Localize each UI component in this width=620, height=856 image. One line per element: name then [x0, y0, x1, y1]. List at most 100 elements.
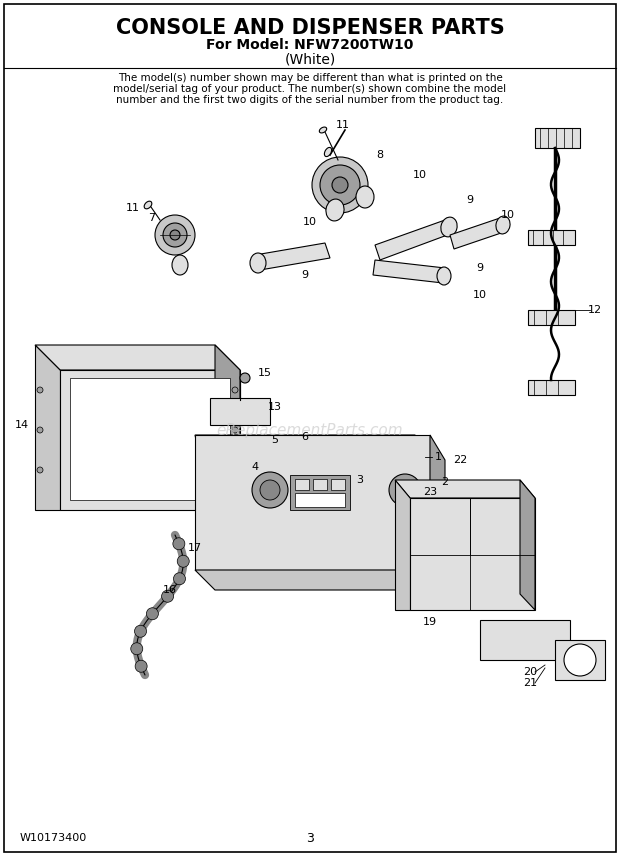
Text: 9: 9 — [476, 263, 484, 273]
Ellipse shape — [250, 253, 266, 273]
Polygon shape — [35, 345, 240, 370]
Circle shape — [170, 230, 180, 240]
Text: 10: 10 — [501, 210, 515, 220]
Circle shape — [232, 467, 238, 473]
Polygon shape — [520, 480, 535, 610]
Polygon shape — [255, 243, 330, 270]
Polygon shape — [430, 435, 445, 590]
Circle shape — [320, 165, 360, 205]
Text: The model(s) number shown may be different than what is printed on the: The model(s) number shown may be differe… — [118, 73, 502, 83]
Text: 13: 13 — [268, 402, 282, 412]
Circle shape — [37, 387, 43, 393]
Circle shape — [135, 625, 146, 637]
Text: 11: 11 — [336, 120, 350, 130]
Polygon shape — [535, 128, 580, 148]
Polygon shape — [528, 230, 575, 245]
Text: 7: 7 — [148, 213, 156, 223]
Polygon shape — [60, 370, 240, 510]
Text: number and the first two digits of the serial number from the product tag.: number and the first two digits of the s… — [117, 95, 503, 105]
Text: 10: 10 — [473, 290, 487, 300]
Circle shape — [174, 573, 185, 585]
Text: 23: 23 — [423, 487, 437, 497]
Polygon shape — [295, 493, 345, 507]
Text: 2: 2 — [441, 477, 448, 487]
Text: 6: 6 — [301, 432, 309, 442]
Circle shape — [396, 481, 414, 499]
Circle shape — [389, 474, 421, 506]
Polygon shape — [195, 570, 445, 590]
Circle shape — [135, 660, 147, 672]
Circle shape — [131, 643, 143, 655]
Polygon shape — [528, 310, 575, 325]
Text: 14: 14 — [15, 420, 29, 430]
Text: 10: 10 — [303, 217, 317, 227]
Text: 22: 22 — [453, 455, 467, 465]
Circle shape — [332, 177, 348, 193]
Ellipse shape — [144, 201, 152, 209]
Bar — [250, 450, 425, 560]
Ellipse shape — [326, 199, 344, 221]
Polygon shape — [195, 435, 430, 460]
Polygon shape — [331, 479, 345, 490]
Text: 16: 16 — [163, 585, 177, 595]
Circle shape — [37, 467, 43, 473]
Polygon shape — [210, 398, 270, 425]
Circle shape — [162, 591, 174, 603]
Text: 21: 21 — [523, 678, 537, 688]
Polygon shape — [450, 218, 504, 249]
Circle shape — [564, 644, 596, 676]
Circle shape — [163, 223, 187, 247]
Circle shape — [260, 480, 280, 500]
Circle shape — [146, 608, 158, 620]
Text: (White): (White) — [285, 52, 335, 66]
Circle shape — [155, 215, 195, 255]
Text: 3: 3 — [306, 831, 314, 845]
Circle shape — [173, 538, 185, 550]
Circle shape — [37, 427, 43, 433]
Ellipse shape — [441, 217, 457, 237]
Polygon shape — [395, 480, 535, 498]
Ellipse shape — [496, 216, 510, 234]
Text: 3: 3 — [356, 475, 363, 485]
Polygon shape — [195, 435, 430, 570]
Polygon shape — [480, 620, 570, 660]
Polygon shape — [295, 479, 309, 490]
Polygon shape — [35, 345, 60, 510]
Polygon shape — [313, 479, 327, 490]
Text: 4: 4 — [252, 462, 259, 472]
Polygon shape — [290, 475, 350, 510]
Ellipse shape — [319, 127, 327, 133]
Polygon shape — [555, 640, 605, 680]
Circle shape — [252, 472, 288, 508]
Text: 9: 9 — [466, 195, 474, 205]
Text: For Model: NFW7200TW10: For Model: NFW7200TW10 — [206, 38, 414, 52]
Polygon shape — [528, 380, 575, 395]
Text: 11: 11 — [126, 203, 140, 213]
Text: 15: 15 — [258, 368, 272, 378]
Text: 9: 9 — [301, 270, 309, 280]
Text: 12: 12 — [588, 305, 602, 315]
Text: W10173400: W10173400 — [20, 833, 87, 843]
Text: 17: 17 — [188, 543, 202, 553]
Text: model/serial tag of your product. The number(s) shown combine the model: model/serial tag of your product. The nu… — [113, 84, 507, 94]
Ellipse shape — [437, 267, 451, 285]
Circle shape — [232, 387, 238, 393]
Text: 19: 19 — [423, 617, 437, 627]
Text: 1: 1 — [435, 452, 441, 462]
Ellipse shape — [324, 147, 332, 157]
Polygon shape — [215, 345, 240, 510]
Text: eReplacementParts.com: eReplacementParts.com — [216, 423, 404, 437]
Text: CONSOLE AND DISPENSER PARTS: CONSOLE AND DISPENSER PARTS — [115, 18, 505, 38]
Text: 5: 5 — [272, 435, 278, 445]
Ellipse shape — [172, 255, 188, 275]
Text: 8: 8 — [376, 150, 384, 160]
Polygon shape — [373, 260, 445, 283]
Circle shape — [232, 427, 238, 433]
Circle shape — [240, 373, 250, 383]
Circle shape — [312, 157, 368, 213]
Text: 20: 20 — [523, 667, 537, 677]
Polygon shape — [410, 498, 535, 610]
Polygon shape — [395, 480, 410, 610]
Polygon shape — [375, 220, 450, 260]
Circle shape — [177, 556, 189, 568]
